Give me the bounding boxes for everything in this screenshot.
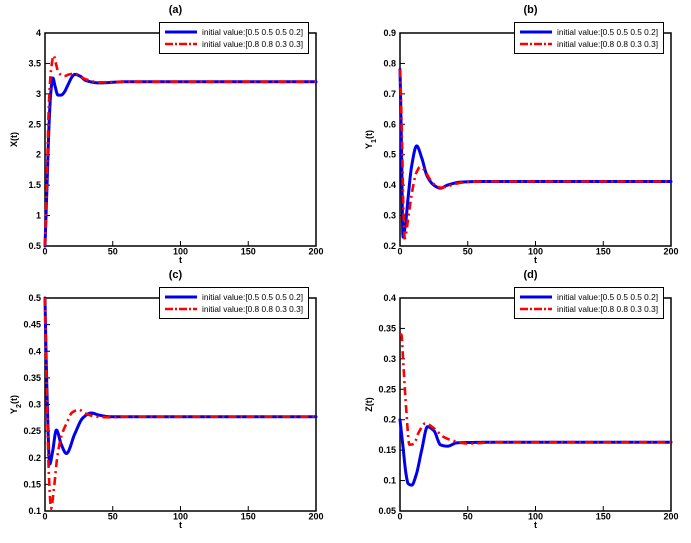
svg-text:0: 0 [397,247,402,257]
svg-text:200: 200 [663,247,678,257]
svg-text:0.4: 0.4 [28,346,41,356]
svg-text:0.2: 0.2 [383,415,396,425]
svg-text:200: 200 [663,512,678,522]
svg-text:0.2: 0.2 [28,453,41,463]
svg-text:200: 200 [308,512,323,522]
svg-text:2.5: 2.5 [28,119,41,129]
svg-text:0.5: 0.5 [28,241,41,251]
svg-text:0.25: 0.25 [23,426,41,436]
svg-text:150: 150 [596,247,611,257]
svg-text:0.25: 0.25 [378,384,396,394]
svg-text:2: 2 [36,150,41,160]
svg-text:0.7: 0.7 [383,89,396,99]
svg-text:Z(t): Z(t) [364,397,374,412]
svg-text:1: 1 [36,211,41,221]
svg-text:0: 0 [397,512,402,522]
svg-text:0.3: 0.3 [383,354,396,364]
svg-text:0.3: 0.3 [28,400,41,410]
svg-text:0.6: 0.6 [383,119,396,129]
svg-text:0.35: 0.35 [23,373,41,383]
svg-text:t: t [534,520,537,530]
svg-text:0.5: 0.5 [383,150,396,160]
svg-text:0.05: 0.05 [378,506,396,516]
svg-text:0.45: 0.45 [23,320,41,330]
svg-text:0: 0 [42,247,47,257]
svg-text:Y1(t): Y1(t) [364,130,378,149]
svg-text:0.15: 0.15 [378,445,396,455]
svg-text:0.4: 0.4 [383,293,396,303]
svg-text:50: 50 [463,512,473,522]
svg-text:200: 200 [308,247,323,257]
svg-text:t: t [179,255,182,265]
svg-text:0.9: 0.9 [383,28,396,38]
svg-text:0.1: 0.1 [28,506,41,516]
svg-text:50: 50 [108,247,118,257]
svg-text:3: 3 [36,89,41,99]
svg-text:t: t [534,255,537,265]
svg-text:150: 150 [241,247,256,257]
svg-text:0: 0 [42,512,47,522]
svg-text:150: 150 [241,512,256,522]
svg-text:4: 4 [36,28,41,38]
svg-text:0.5: 0.5 [28,293,41,303]
svg-text:0.2: 0.2 [383,241,396,251]
svg-text:0.1: 0.1 [383,476,396,486]
svg-text:50: 50 [463,247,473,257]
svg-text:50: 50 [108,512,118,522]
svg-text:0.8: 0.8 [383,58,396,68]
svg-text:150: 150 [596,512,611,522]
svg-text:1.5: 1.5 [28,180,41,190]
svg-text:0.35: 0.35 [378,323,396,333]
svg-text:Y2(t): Y2(t) [9,395,23,414]
svg-text:X(t): X(t) [9,132,19,147]
svg-text:0.3: 0.3 [383,211,396,221]
svg-text:0.4: 0.4 [383,180,396,190]
svg-text:t: t [179,520,182,530]
svg-text:3.5: 3.5 [28,58,41,68]
svg-text:0.15: 0.15 [23,479,41,489]
